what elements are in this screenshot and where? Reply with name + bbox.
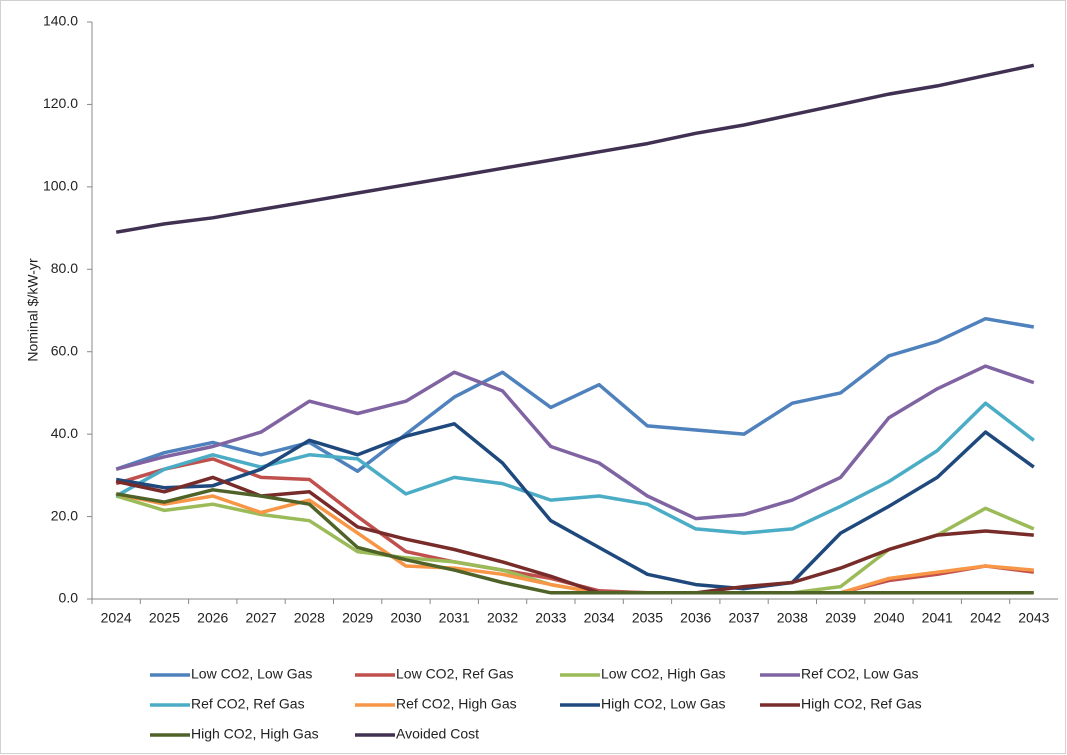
x-tick-label: 2032 <box>487 610 518 626</box>
legend-label: Low CO2, Low Gas <box>191 666 312 682</box>
x-tick-label: 2031 <box>439 610 470 626</box>
y-tick-label: 100.0 <box>43 178 78 194</box>
x-tick-label: 2038 <box>777 610 808 626</box>
legend-label: Ref CO2, Ref Gas <box>191 696 305 712</box>
series-line <box>115 488 1034 595</box>
x-tick-label: 2036 <box>680 610 711 626</box>
legend-label: Ref CO2, Low Gas <box>801 666 919 682</box>
series-line <box>115 364 1035 521</box>
x-tick-label: 2025 <box>149 610 180 626</box>
x-tick-label: 2026 <box>197 610 228 626</box>
y-tick-label: 140.0 <box>43 13 78 29</box>
legend-label: Low CO2, High Gas <box>601 666 726 682</box>
series-line <box>115 316 1035 473</box>
x-tick-label: 2043 <box>1018 610 1049 626</box>
legend-label: Low CO2, Ref Gas <box>396 666 514 682</box>
x-tick-label: 2027 <box>245 610 276 626</box>
x-tick-label: 2037 <box>728 610 759 626</box>
series-line <box>115 475 1034 595</box>
x-tick-label: 2040 <box>873 610 904 626</box>
legend-label: Ref CO2, High Gas <box>396 696 517 712</box>
series-line <box>115 63 1035 234</box>
x-tick-label: 2034 <box>584 610 615 626</box>
y-axis-label: Nominal $/kW-yr <box>25 258 41 362</box>
legend-label: Avoided Cost <box>396 726 479 742</box>
x-tick-label: 2039 <box>825 610 856 626</box>
legend-label: High CO2, Low Gas <box>601 696 726 712</box>
y-tick-label: 60.0 <box>51 342 78 358</box>
x-tick-label: 2042 <box>970 610 1001 626</box>
x-tick-label: 2028 <box>294 610 325 626</box>
y-tick-label: 0.0 <box>59 590 79 606</box>
y-tick-label: 40.0 <box>51 425 78 441</box>
x-tick-label: 2033 <box>535 610 566 626</box>
x-tick-label: 2029 <box>342 610 373 626</box>
x-tick-label: 2024 <box>101 610 132 626</box>
y-tick-label: 20.0 <box>51 507 78 523</box>
legend-label: High CO2, Ref Gas <box>801 696 922 712</box>
series-line <box>115 422 1035 591</box>
x-tick-label: 2030 <box>390 610 421 626</box>
x-tick-label: 2041 <box>922 610 953 626</box>
legend-label: High CO2, High Gas <box>191 726 319 742</box>
x-tick-label: 2035 <box>632 610 663 626</box>
y-tick-label: 80.0 <box>51 260 78 276</box>
y-tick-label: 120.0 <box>43 95 78 111</box>
series-line <box>115 492 1034 595</box>
